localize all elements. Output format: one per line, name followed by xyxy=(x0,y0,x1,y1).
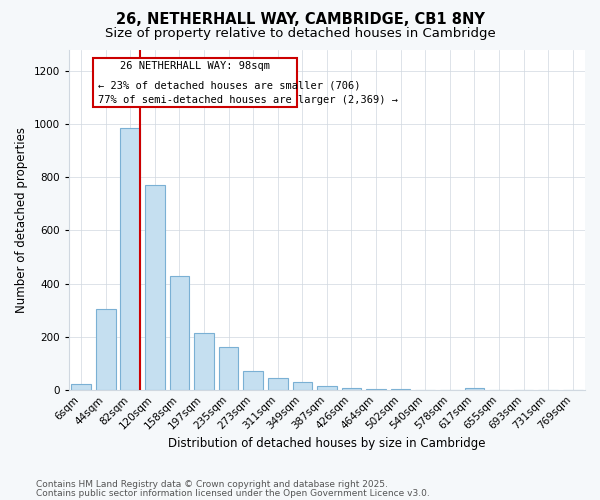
Bar xyxy=(71,384,91,390)
Bar xyxy=(121,128,140,390)
Text: 77% of semi-detached houses are larger (2,369) →: 77% of semi-detached houses are larger (… xyxy=(98,95,398,105)
Bar xyxy=(341,388,361,390)
Text: 26, NETHERHALL WAY, CAMBRIDGE, CB1 8NY: 26, NETHERHALL WAY, CAMBRIDGE, CB1 8NY xyxy=(116,12,484,28)
Bar xyxy=(219,348,238,390)
Bar xyxy=(194,332,214,390)
Bar xyxy=(170,276,189,390)
Text: Contains public sector information licensed under the Open Government Licence v3: Contains public sector information licen… xyxy=(36,488,430,498)
FancyBboxPatch shape xyxy=(94,58,298,107)
Bar xyxy=(145,186,164,390)
Bar xyxy=(244,371,263,390)
Text: ← 23% of detached houses are smaller (706): ← 23% of detached houses are smaller (70… xyxy=(98,80,361,90)
Bar xyxy=(96,309,116,390)
Bar xyxy=(464,388,484,390)
X-axis label: Distribution of detached houses by size in Cambridge: Distribution of detached houses by size … xyxy=(168,437,485,450)
Bar xyxy=(366,389,386,390)
Bar xyxy=(317,386,337,390)
Bar xyxy=(293,382,312,390)
Y-axis label: Number of detached properties: Number of detached properties xyxy=(15,127,28,313)
Bar xyxy=(268,378,287,390)
Text: Contains HM Land Registry data © Crown copyright and database right 2025.: Contains HM Land Registry data © Crown c… xyxy=(36,480,388,489)
Text: Size of property relative to detached houses in Cambridge: Size of property relative to detached ho… xyxy=(104,28,496,40)
Text: 26 NETHERHALL WAY: 98sqm: 26 NETHERHALL WAY: 98sqm xyxy=(121,60,271,70)
